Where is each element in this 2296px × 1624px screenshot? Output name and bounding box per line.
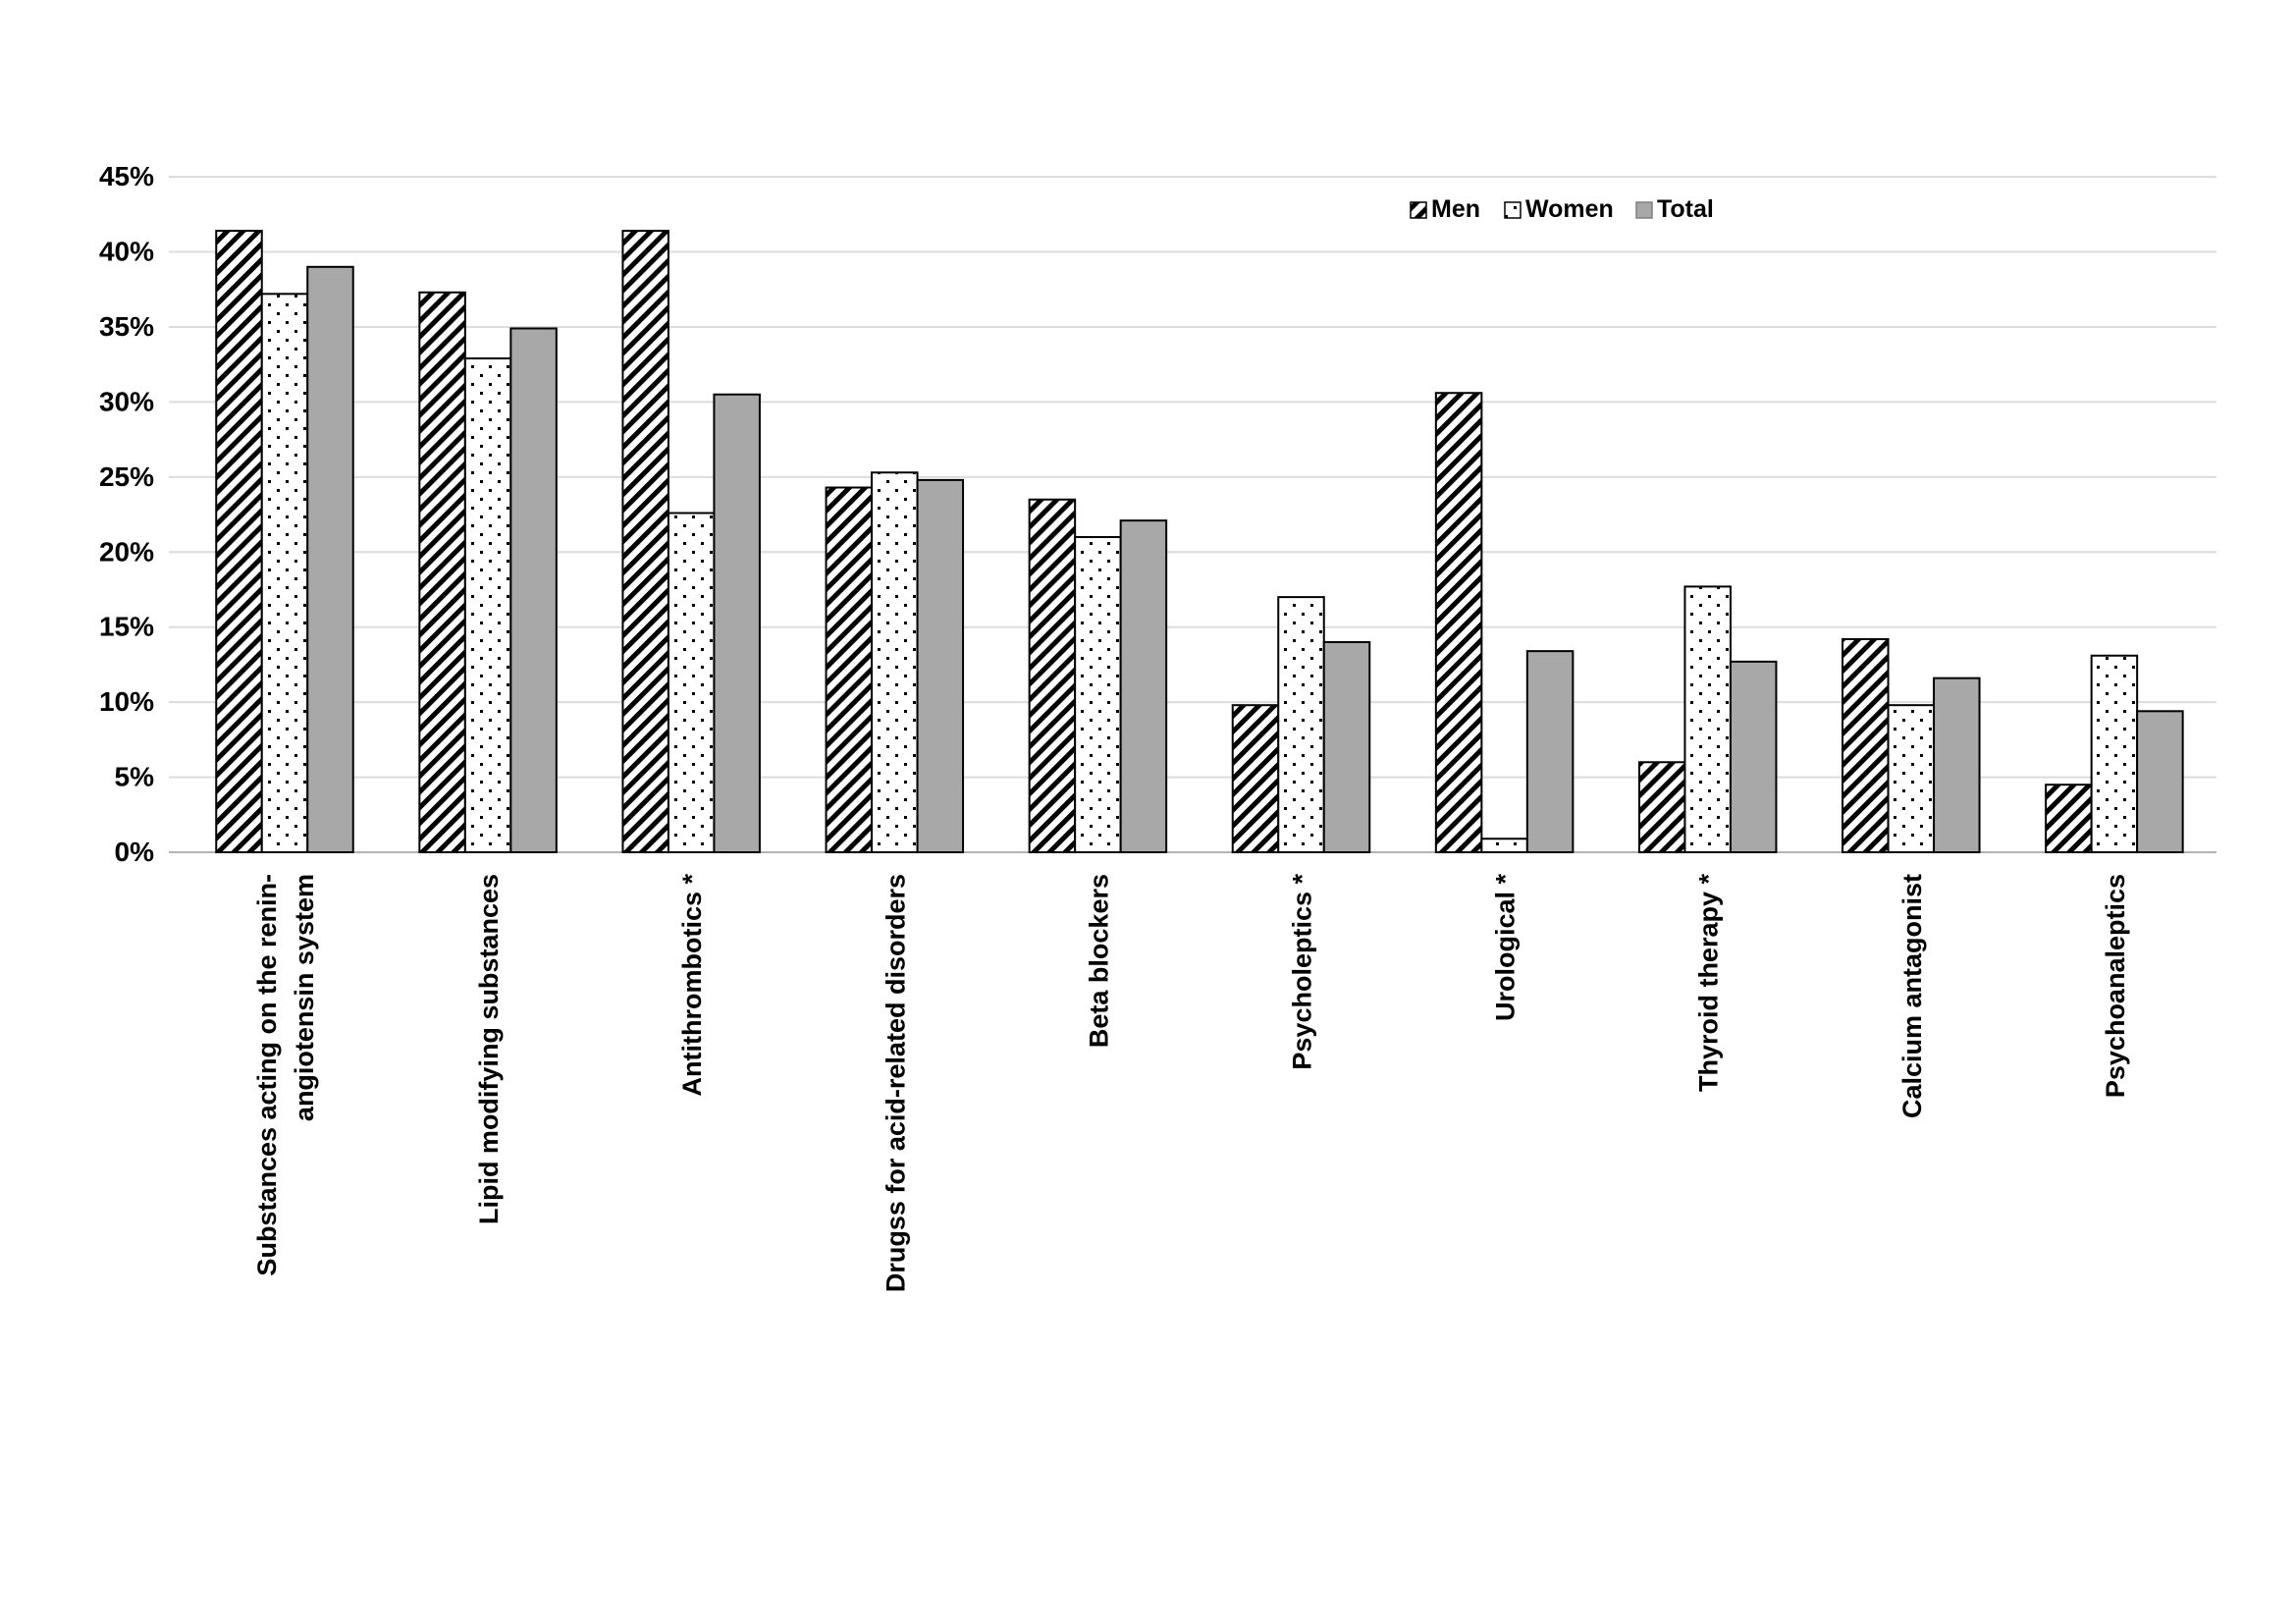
y-tick-label-35: 35%: [99, 311, 154, 342]
bar-women-2: [667, 512, 716, 853]
bar-men-7: [1637, 761, 1686, 854]
bar-men-0: [215, 230, 263, 853]
x-category-label-8: Calcium antagonist: [1897, 874, 1927, 1118]
y-tick-label-20: 20%: [99, 536, 154, 567]
bar-women-7: [1683, 585, 1732, 853]
y-tick-label-15: 15%: [99, 612, 154, 642]
bar-total-6: [1525, 650, 1575, 853]
bar-total-9: [2136, 710, 2184, 853]
bar-women-9: [2090, 654, 2139, 853]
y-tick-label-0: 0%: [115, 837, 155, 867]
bar-men-6: [1434, 392, 1483, 853]
bar-women-3: [871, 471, 919, 853]
y-tick-label-10: 10%: [99, 686, 154, 717]
y-tick-label-40: 40%: [99, 237, 154, 267]
bar-women-1: [463, 357, 512, 853]
bar-men-4: [1028, 498, 1077, 853]
bar-men-8: [1842, 637, 1890, 854]
x-category-label-6: Urological *: [1491, 874, 1521, 1022]
y-tick-label-25: 25%: [99, 461, 154, 492]
x-category-label-0-line2: angiotensin system: [290, 874, 319, 1121]
bar-men-9: [2045, 784, 2093, 853]
bar-women-4: [1074, 535, 1122, 854]
bar-women-0: [260, 293, 309, 853]
x-category-label-1: Lipid modifying substances: [474, 874, 504, 1224]
bar-men-2: [621, 230, 669, 853]
x-category-label-7: Thyroid therapy *: [1694, 874, 1724, 1093]
bar-men-5: [1231, 704, 1280, 853]
x-category-label-0-line1: Substances acting on the renin-: [252, 874, 282, 1276]
bar-total-7: [1729, 660, 1778, 853]
bar-total-3: [916, 478, 965, 853]
y-tick-label-30: 30%: [99, 386, 154, 416]
x-category-label-3: Drugss for acid-related disorders: [881, 874, 910, 1292]
legend-swatch-total: [1635, 201, 1653, 219]
bar-women-6: [1480, 838, 1528, 853]
x-category-label-4: Beta blockers: [1084, 874, 1113, 1048]
bar-total-4: [1119, 519, 1168, 853]
legend-label-total: Total: [1657, 195, 1714, 223]
legend: Men Women Total: [1410, 195, 1714, 223]
x-category-label-2: Antithrombotics *: [677, 874, 707, 1097]
bar-total-0: [306, 265, 354, 853]
legend-swatch-men: [1410, 201, 1427, 219]
legend-label-men: Men: [1431, 195, 1480, 223]
bar-total-2: [713, 393, 761, 853]
bar-men-3: [825, 486, 874, 853]
legend-swatch-women: [1504, 201, 1522, 219]
bar-total-8: [1933, 677, 1981, 853]
x-category-label-9: Psychoanaleptics: [2101, 874, 2130, 1098]
bar-women-8: [1887, 704, 1936, 853]
y-axis-tick-labels: 0% 5% 10% 15% 20% 25% 30% 35% 40% 45%: [99, 161, 154, 867]
bar-men-1: [418, 291, 466, 853]
x-axis-category-labels: Substances acting on the renin-angiotens…: [252, 874, 2130, 1293]
y-tick-label-45: 45%: [99, 161, 154, 191]
bar-total-1: [509, 327, 558, 853]
bar-women-5: [1277, 596, 1325, 853]
bars: [215, 230, 2184, 854]
x-category-label-5: Psycholeptics *: [1288, 874, 1317, 1070]
bar-total-5: [1322, 640, 1371, 853]
y-tick-label-5: 5%: [115, 762, 155, 792]
legend-label-women: Women: [1525, 195, 1614, 223]
